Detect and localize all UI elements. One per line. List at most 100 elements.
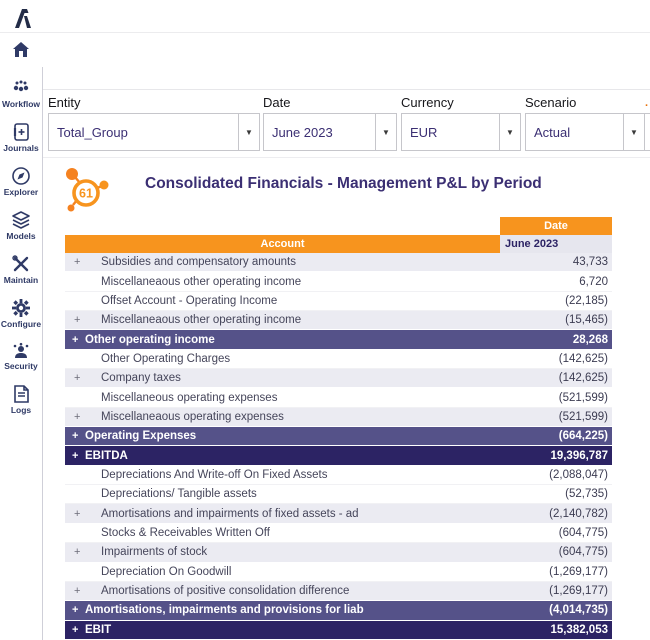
expand-toggle[interactable]: +	[74, 314, 81, 327]
table-row: + EBIT 15,382,053	[65, 620, 612, 640]
table-row: Miscellaneous operating expenses (521,599…	[65, 388, 612, 408]
main-content: Entity Date Currency Scenario . Total_Gr…	[43, 67, 650, 640]
table-row: Offset Account - Operating Income (22,185…	[65, 291, 612, 312]
expand-toggle[interactable]: +	[74, 410, 81, 423]
period-value: (521,599)	[558, 391, 608, 404]
sidebar-item-explorer[interactable]: Explorer	[0, 166, 42, 197]
date-dropdown[interactable]: June 2023 ▼	[263, 113, 397, 151]
entity-dropdown-value: Total_Group	[57, 124, 128, 140]
table-row: + Miscellaneaous operating expenses (521,5…	[65, 407, 612, 428]
period-value: (4,014,735)	[549, 604, 608, 617]
sidebar-item-configure[interactable]: Configure	[0, 298, 42, 329]
scenario-filter-label: Scenario	[525, 95, 577, 110]
currency-filter-label: Currency	[401, 95, 454, 110]
currency-dropdown-value: EUR	[410, 124, 438, 140]
journals-icon	[13, 123, 29, 141]
sidebar-item-label: Logs	[10, 405, 32, 415]
table-row: + Company taxes (142,625)	[65, 369, 612, 389]
period-value: (15,465)	[565, 314, 608, 327]
sidebar-item-label: Models	[6, 231, 36, 241]
expand-toggle[interactable]: +	[74, 585, 81, 598]
chevron-down-icon[interactable]: ▼	[499, 114, 520, 150]
home-icon[interactable]	[11, 40, 31, 60]
sidebar-item-label: Security	[4, 361, 38, 371]
period-column-header: June 2023	[500, 235, 612, 253]
account-label: Other Operating Charges	[101, 352, 231, 365]
expand-toggle[interactable]: +	[74, 256, 81, 269]
period-value: (1,269,177)	[549, 585, 608, 598]
account-label: Amortisations and impairments of fixed a…	[101, 507, 359, 520]
period-value: (2,088,047)	[549, 468, 608, 481]
expand-toggle[interactable]: +	[74, 372, 81, 385]
clipped-dropdown[interactable]	[644, 113, 650, 151]
period-value: (52,735)	[565, 488, 608, 501]
date-dropdown-value: June 2023	[272, 124, 333, 140]
expand-toggle[interactable]: +	[72, 449, 79, 462]
account-label: Other operating income	[85, 333, 215, 346]
table-row: Stocks & Receivables Written Off (604,775…	[65, 523, 612, 544]
account-label: Amortisations of positive consolidation …	[101, 585, 350, 598]
sidebar-item-maintain[interactable]: Maintain	[0, 254, 42, 285]
clipped-filter-label: .	[645, 97, 649, 109]
table-row: Other Operating Charges (142,625)	[65, 349, 612, 370]
expand-toggle[interactable]: +	[74, 546, 81, 559]
table-row: Miscellaneaous other operating income 6,7…	[65, 272, 612, 292]
expand-toggle[interactable]: +	[72, 430, 79, 443]
home-bar	[0, 33, 650, 67]
chevron-down-icon[interactable]: ▼	[623, 114, 644, 150]
page-title: Consolidated Financials - Management P&L…	[145, 175, 542, 192]
sidebar-item-label: Configure	[0, 319, 42, 329]
expand-toggle[interactable]: +	[72, 333, 79, 346]
period-value: 15,382,053	[550, 623, 608, 636]
expand-toggle[interactable]: +	[74, 507, 81, 520]
account-label: EBITDA	[85, 449, 128, 462]
account-label: Impairments of stock	[101, 546, 208, 559]
sidebar-item-models[interactable]: Models	[0, 210, 42, 241]
account-label: EBIT	[85, 623, 112, 636]
table-row: + Subsidies and compensatory amounts 43,73…	[65, 253, 612, 273]
sidebar-item-workflow[interactable]: Workflow	[0, 80, 42, 109]
content-divider	[43, 89, 650, 90]
sidebar-item-logs[interactable]: Logs	[0, 384, 42, 415]
table-row: + Other operating income 28,268	[65, 330, 612, 350]
scenario-dropdown[interactable]: Actual ▼	[525, 113, 645, 151]
account-label: Miscellaneaous other operating income	[101, 314, 302, 327]
table-row: + Impairments of stock (604,775)	[65, 543, 612, 563]
table-row: + Miscellaneaous other operating income (1…	[65, 311, 612, 331]
expand-toggle[interactable]: +	[72, 604, 79, 617]
svg-text:61: 61	[79, 187, 93, 201]
sidebar-item-security[interactable]: Security	[0, 342, 42, 371]
table-row: Depreciations/ Tangible assets (52,735)	[65, 485, 612, 505]
period-value: (604,775)	[558, 526, 608, 539]
entity-dropdown[interactable]: Total_Group ▼	[48, 113, 260, 151]
sidebar-item-label: Workflow	[1, 99, 41, 109]
currency-dropdown[interactable]: EUR ▼	[401, 113, 521, 151]
models-icon	[12, 211, 30, 229]
table-row: Depreciation On Goodwill (1,269,177)	[65, 562, 612, 582]
date-filter-label: Date	[263, 95, 291, 110]
expand-toggle[interactable]: +	[72, 623, 79, 636]
account-label: Depreciations And Write-off On Fixed Ass…	[101, 468, 328, 481]
sidebar-item-label: Journals	[3, 143, 39, 153]
chevron-down-icon[interactable]: ▼	[375, 114, 396, 150]
period-value: (1,269,177)	[549, 565, 608, 578]
period-value: (142,625)	[558, 352, 608, 365]
account-label: Offset Account - Operating Income	[101, 294, 278, 307]
scenario-dropdown-value: Actual	[534, 124, 571, 140]
table-row: + EBITDA 19,396,787	[65, 446, 612, 466]
top-app-bar	[0, 0, 650, 33]
entity-filter-label: Entity	[48, 95, 81, 110]
account-label: Subsidies and compensatory amounts	[101, 256, 296, 269]
chevron-down-icon[interactable]: ▼	[238, 114, 259, 150]
period-value: (142,625)	[558, 372, 608, 385]
table-row: + Operating Expenses (664,225)	[65, 427, 612, 447]
amelkis-logo-icon[interactable]	[12, 5, 36, 29]
account-label: Stocks & Receivables Written Off	[101, 526, 270, 539]
table-body: + Subsidies and compensatory amounts 43,73…	[65, 253, 612, 640]
period-value: 19,396,787	[550, 449, 608, 462]
account-label: Miscellaneaous other operating income	[101, 275, 302, 288]
report-badge-icon: 61	[63, 166, 111, 214]
sidebar-item-journals[interactable]: Journals	[0, 122, 42, 153]
period-value: (2,140,782)	[549, 507, 608, 520]
period-value: 28,268	[572, 333, 608, 346]
